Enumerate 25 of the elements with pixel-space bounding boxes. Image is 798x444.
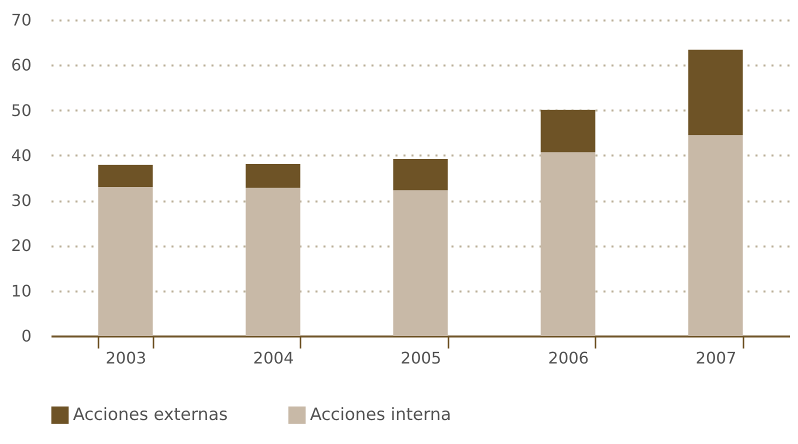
y-tick-label: 70 xyxy=(11,10,32,30)
x-tick-label: 2004 xyxy=(253,348,294,368)
bar xyxy=(393,190,448,336)
bar xyxy=(98,164,153,188)
y-tick-label: 0 xyxy=(21,326,32,346)
y-tick-label: 40 xyxy=(11,146,32,165)
x-tick-label: 2005 xyxy=(400,348,442,368)
bar xyxy=(688,135,743,336)
x-tick-label: 2006 xyxy=(548,348,589,368)
y-tick-label: 50 xyxy=(11,100,32,120)
x-tick-label: 2003 xyxy=(106,348,146,368)
y-tick-label: 20 xyxy=(11,236,32,256)
legend-label: Acciones interna xyxy=(310,405,452,426)
bar xyxy=(246,164,300,188)
legend-label: Acciones externas xyxy=(73,405,228,426)
bar xyxy=(540,152,596,336)
x-tick-label: 2007 xyxy=(696,348,736,368)
bar xyxy=(246,188,300,336)
bar xyxy=(98,187,153,336)
y-tick-label: 10 xyxy=(11,281,32,300)
y-tick-label: 30 xyxy=(11,191,32,210)
y-tick-label: 60 xyxy=(11,56,32,75)
bar xyxy=(393,159,448,190)
bar xyxy=(540,110,596,152)
bar xyxy=(688,50,743,136)
